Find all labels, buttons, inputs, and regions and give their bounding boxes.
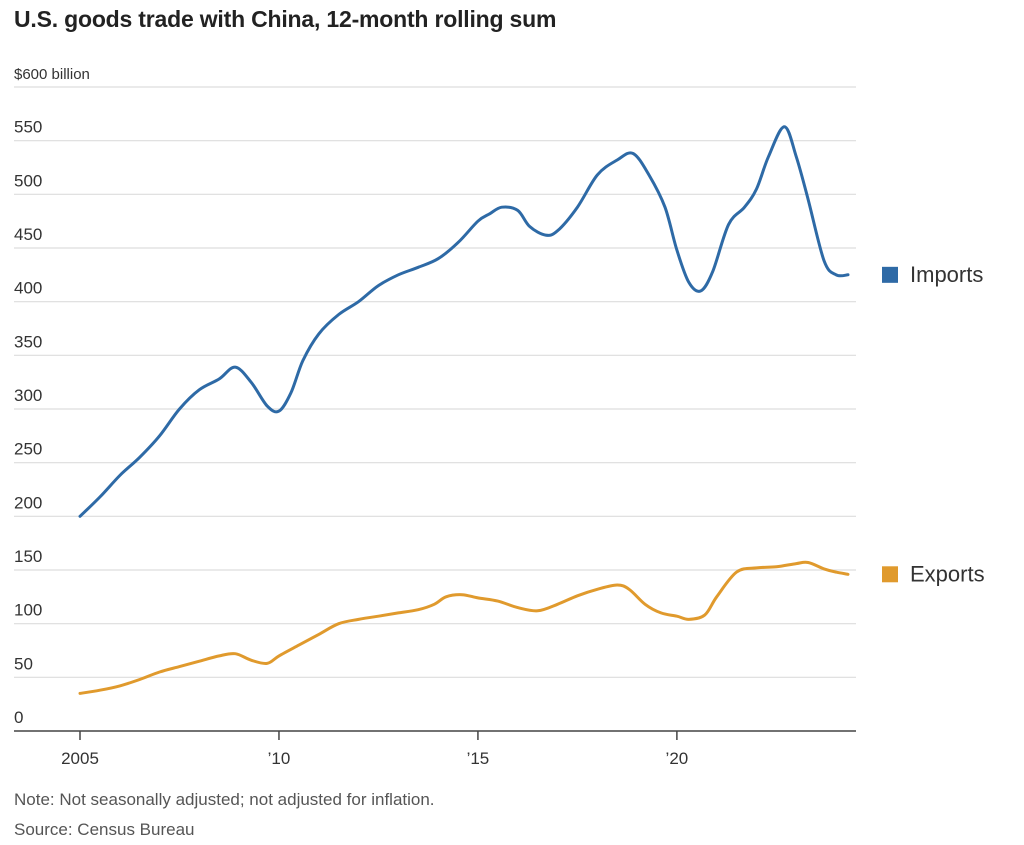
x-tick-label: 2005 bbox=[61, 749, 99, 768]
legend-swatch-imports bbox=[882, 266, 898, 283]
y-tick-label: 250 bbox=[14, 440, 42, 459]
y-tick-label: 200 bbox=[14, 493, 42, 512]
y-tick-label: 100 bbox=[14, 601, 42, 620]
legend-label-exports: Exports bbox=[910, 561, 985, 586]
gridlines bbox=[14, 86, 856, 678]
x-tick-label: ’15 bbox=[467, 749, 490, 768]
y-tick-label: 450 bbox=[14, 225, 42, 244]
legend-label-imports: Imports bbox=[910, 262, 983, 287]
y-tick-label: $600 billion bbox=[14, 66, 90, 83]
series-lines bbox=[78, 125, 850, 695]
y-tick-label: 350 bbox=[14, 332, 42, 351]
chart-source: Source: Census Bureau bbox=[14, 820, 195, 839]
chart-title: U.S. goods trade with China, 12-month ro… bbox=[14, 6, 557, 32]
x-tick-label: ’20 bbox=[666, 749, 689, 768]
y-tick-label: 150 bbox=[14, 547, 42, 566]
y-tick-label: 500 bbox=[14, 171, 42, 190]
legend: Imports Exports bbox=[882, 262, 985, 586]
y-tick-label: 50 bbox=[14, 654, 33, 673]
y-tick-label: 550 bbox=[14, 118, 42, 137]
x-axis: 2005 ’10 ’15 ’20 bbox=[14, 730, 856, 768]
y-tick-label: 300 bbox=[14, 386, 42, 405]
series-line-exports bbox=[78, 560, 850, 695]
y-tick-label: 400 bbox=[14, 279, 42, 298]
y-tick-label: 0 bbox=[14, 708, 23, 727]
legend-swatch-exports bbox=[882, 566, 898, 583]
x-tick-label: ’10 bbox=[268, 749, 291, 768]
series-line-imports bbox=[78, 125, 850, 518]
y-axis-ticks: 0 50 100 150 200 250 300 350 400 450 500 550 $600 bi… bbox=[14, 66, 90, 727]
chart-note: Note: Not seasonally adjusted; not adjus… bbox=[14, 790, 435, 809]
